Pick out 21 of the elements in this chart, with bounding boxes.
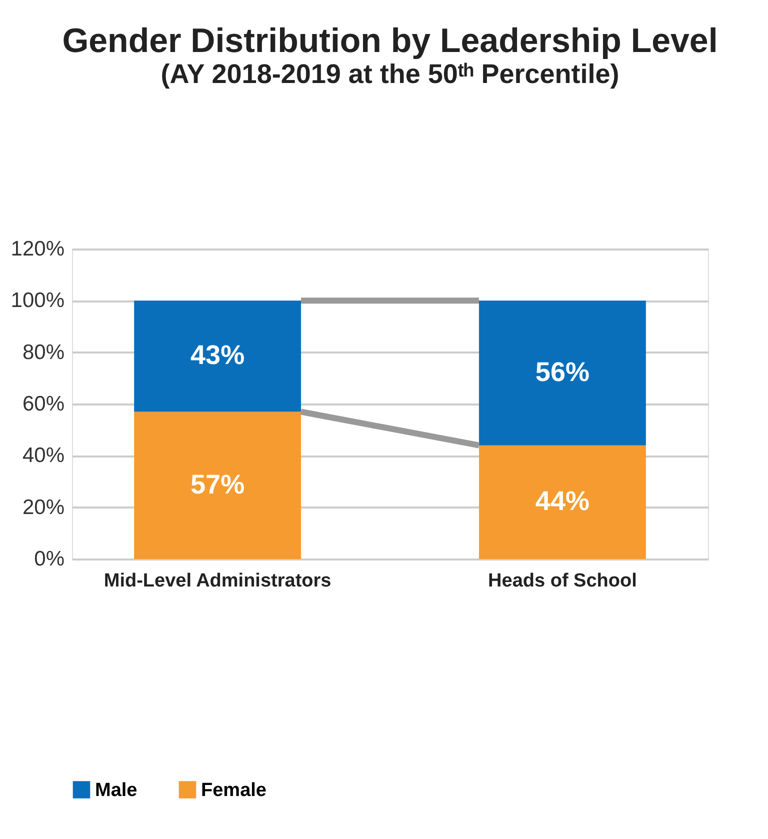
bar — [134, 412, 302, 559]
text: 43% — [190, 340, 245, 370]
x-tick-label: Heads of School — [488, 570, 637, 592]
y-tick-label: 0% — [34, 548, 64, 570]
bar — [134, 300, 302, 412]
y-tick-label: 60% — [22, 392, 64, 416]
legend-label: Female — [201, 780, 266, 801]
chart-title: Gender Distribution by Leadership Level — [62, 22, 718, 60]
chart-subtitle: (AY 2018-2019 at the 50ᵗʰ Percentile) — [160, 59, 620, 89]
bar — [478, 300, 646, 446]
y-tick-label: 40% — [22, 444, 64, 468]
y-tick-label: 120% — [10, 238, 64, 260]
y-tick-label: 20% — [22, 496, 64, 519]
text: 57% — [190, 469, 245, 500]
text: 56% — [535, 357, 590, 387]
y-tick-label: 100% — [10, 289, 64, 312]
text: 44% — [535, 486, 590, 516]
bar — [478, 445, 646, 559]
legend-label: Male — [95, 780, 138, 801]
x-tick-label: Mid-Level Administrators — [104, 570, 332, 592]
y-tick-label: 80% — [22, 340, 64, 364]
